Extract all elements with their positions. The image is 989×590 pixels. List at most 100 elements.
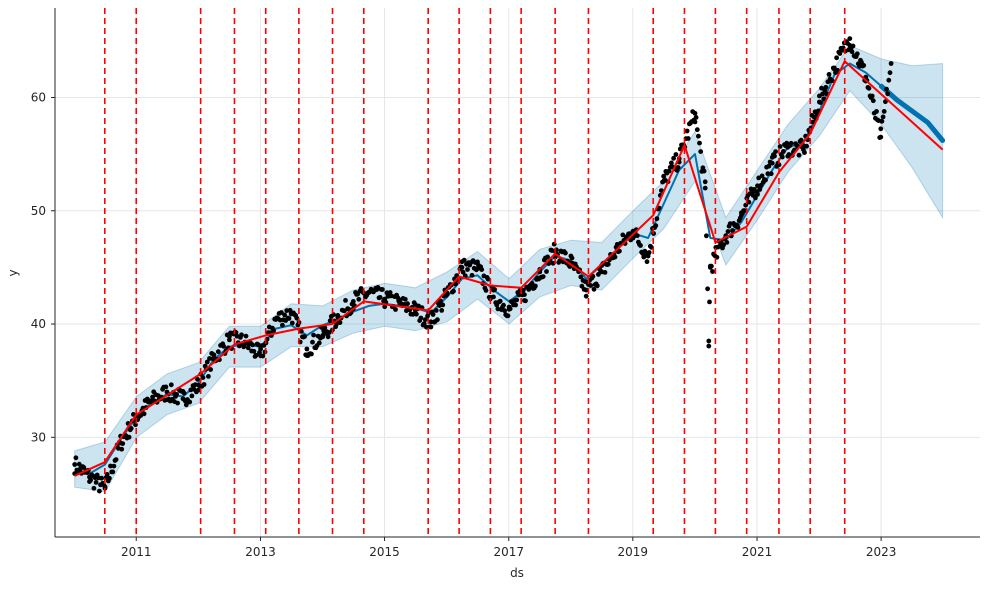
observed-point (645, 253, 651, 259)
observed-point (698, 149, 704, 155)
observed-point (742, 208, 747, 214)
observed-point (382, 304, 388, 310)
x-tick-label: 2011 (121, 545, 152, 559)
observed-point (653, 223, 659, 229)
observed-point (245, 345, 251, 351)
observed-point (710, 269, 715, 274)
observed-point (866, 85, 872, 91)
observed-point (725, 229, 731, 234)
observed-point (772, 153, 777, 159)
trend-line (74, 60, 944, 477)
observed-point (646, 250, 652, 255)
observed-point (881, 109, 887, 114)
observed-point (310, 339, 315, 345)
observed-point (380, 287, 385, 292)
observed-point (189, 393, 195, 399)
observed-point (294, 315, 300, 321)
observed-point (702, 185, 708, 191)
observed-point (405, 301, 410, 307)
observed-point (196, 382, 202, 388)
observed-point (757, 187, 763, 192)
observed-point (820, 91, 825, 97)
observed-point (755, 183, 760, 189)
observed-point (414, 311, 419, 317)
y-tick-label: 30 (31, 430, 46, 444)
observed-point (119, 446, 125, 452)
tick-labels: 2011 2013 2015 2017 2019 2021 2023 30 40 50 60 (31, 90, 897, 559)
observed-point (591, 286, 597, 292)
uncertainty-area (74, 44, 944, 493)
y-tick-label: 50 (31, 204, 46, 218)
observed-point (187, 399, 193, 405)
observed-point (460, 269, 466, 275)
observed-point (550, 260, 556, 266)
observed-point (343, 298, 348, 303)
observed-point (735, 225, 741, 230)
observed-point (888, 61, 894, 66)
observed-point (788, 140, 794, 146)
observed-point (769, 160, 775, 166)
observed-point (149, 398, 154, 404)
observed-point (540, 274, 546, 279)
observed-point (861, 63, 867, 68)
uncertainty-band (74, 44, 944, 493)
observed-point (428, 324, 434, 330)
observed-point (302, 334, 307, 339)
observed-point (694, 127, 700, 133)
observed-point (533, 283, 538, 289)
observed-point (104, 472, 110, 477)
observed-point (763, 177, 768, 183)
observed-point (201, 382, 207, 387)
observed-point (832, 65, 837, 71)
observed-point (393, 307, 398, 312)
observed-point (421, 321, 427, 326)
observed-point (869, 93, 875, 99)
observed-point (502, 308, 507, 314)
observed-point (469, 272, 475, 278)
observed-point (273, 317, 279, 322)
observed-point (435, 317, 440, 323)
observed-point (627, 231, 632, 237)
observed-point (796, 152, 802, 158)
observed-point (438, 298, 443, 304)
observed-point (253, 352, 259, 358)
observed-point (402, 296, 408, 302)
observed-point (250, 342, 256, 348)
observed-point (880, 114, 886, 120)
observed-point (221, 344, 227, 349)
observed-point (501, 302, 506, 308)
x-tick-label: 2019 (618, 545, 649, 559)
observed-point (200, 375, 206, 380)
observed-point (175, 400, 181, 406)
observed-point (459, 265, 465, 270)
observed-point (684, 128, 690, 134)
observed-point (128, 426, 134, 431)
trend-path (74, 60, 944, 477)
observed-point (605, 261, 611, 267)
observed-point (126, 434, 132, 440)
observed-point (644, 259, 650, 265)
x-tick-label: 2013 (245, 545, 276, 559)
x-tick-label: 2017 (493, 545, 524, 559)
observed-point (316, 340, 322, 346)
observed-point (707, 299, 712, 305)
observed-point (111, 463, 117, 469)
observed-point (596, 272, 601, 277)
observed-point (706, 343, 712, 349)
observed-point (545, 254, 550, 260)
observed-point (702, 179, 708, 185)
observed-point (777, 144, 783, 149)
observed-point (322, 325, 328, 331)
observed-point (701, 168, 707, 174)
observed-point (569, 255, 575, 261)
observed-point (673, 152, 679, 157)
observed-point (286, 316, 292, 321)
observed-point (211, 355, 217, 361)
observed-point (878, 126, 884, 132)
observed-point (350, 299, 356, 304)
observed-point (433, 308, 439, 313)
observed-point (730, 228, 735, 233)
observed-point (785, 144, 791, 150)
observed-point (356, 296, 362, 302)
observed-point (675, 165, 681, 170)
